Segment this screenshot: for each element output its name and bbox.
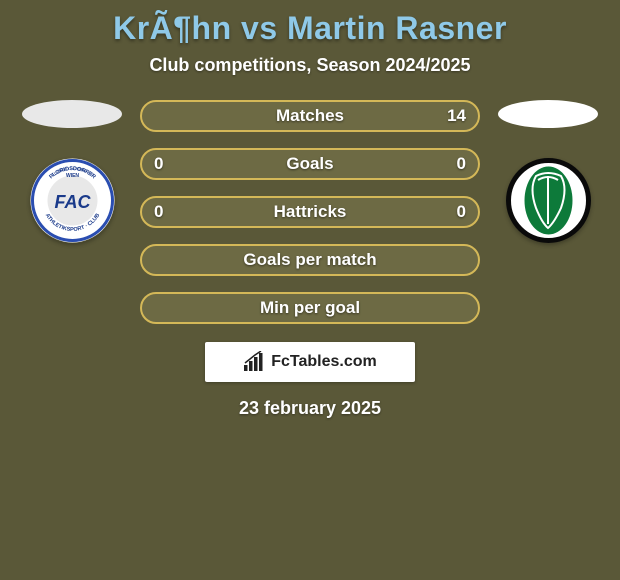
- stat-label: Goals: [286, 154, 333, 174]
- comparison-row: FAC FLORIDSDORFER FLORIDSDORFER ATHLETIK…: [0, 100, 620, 324]
- player-left-avatar: [22, 100, 122, 128]
- club-badge-right: [506, 158, 591, 243]
- brand-text: FcTables.com: [271, 353, 377, 371]
- stat-row-hattricks: 0 Hattricks 0: [140, 196, 480, 228]
- left-player-col: FAC FLORIDSDORFER FLORIDSDORFER ATHLETIK…: [22, 100, 122, 243]
- stat-row-goals-per-match: Goals per match: [140, 244, 480, 276]
- stat-row-matches: Matches 14: [140, 100, 480, 132]
- stat-left-value: 0: [154, 154, 163, 174]
- svried-badge-icon: [506, 158, 591, 243]
- page-title: KrÃ¶hn vs Martin Rasner: [0, 0, 620, 55]
- stat-left-value: 0: [154, 202, 163, 222]
- stats-column: Matches 14 0 Goals 0 0 Hattricks 0 Goals…: [140, 100, 480, 324]
- stat-right-value: 14: [447, 106, 466, 126]
- stat-label: Matches: [276, 106, 344, 126]
- comparison-container: KrÃ¶hn vs Martin Rasner Club competition…: [0, 0, 620, 419]
- stat-row-goals: 0 Goals 0: [140, 148, 480, 180]
- stat-label: Min per goal: [260, 298, 360, 318]
- stat-row-min-per-goal: Min per goal: [140, 292, 480, 324]
- chart-icon: [243, 351, 265, 373]
- player-right-avatar: [498, 100, 598, 128]
- svg-text:FAC: FAC: [54, 192, 91, 212]
- stat-label: Goals per match: [243, 250, 376, 270]
- stat-right-value: 0: [457, 154, 466, 174]
- brand-box[interactable]: FcTables.com: [205, 342, 415, 382]
- page-subtitle: Club competitions, Season 2024/2025: [0, 55, 620, 100]
- fac-badge-icon: FAC FLORIDSDORFER FLORIDSDORFER ATHLETIK…: [30, 158, 115, 243]
- club-badge-left: FAC FLORIDSDORFER FLORIDSDORFER ATHLETIK…: [30, 158, 115, 243]
- date-text: 23 february 2025: [239, 398, 381, 419]
- right-player-col: [498, 100, 598, 243]
- svg-text:WIEN: WIEN: [65, 173, 78, 179]
- footer: FcTables.com 23 february 2025: [0, 342, 620, 419]
- stat-right-value: 0: [457, 202, 466, 222]
- stat-label: Hattricks: [274, 202, 347, 222]
